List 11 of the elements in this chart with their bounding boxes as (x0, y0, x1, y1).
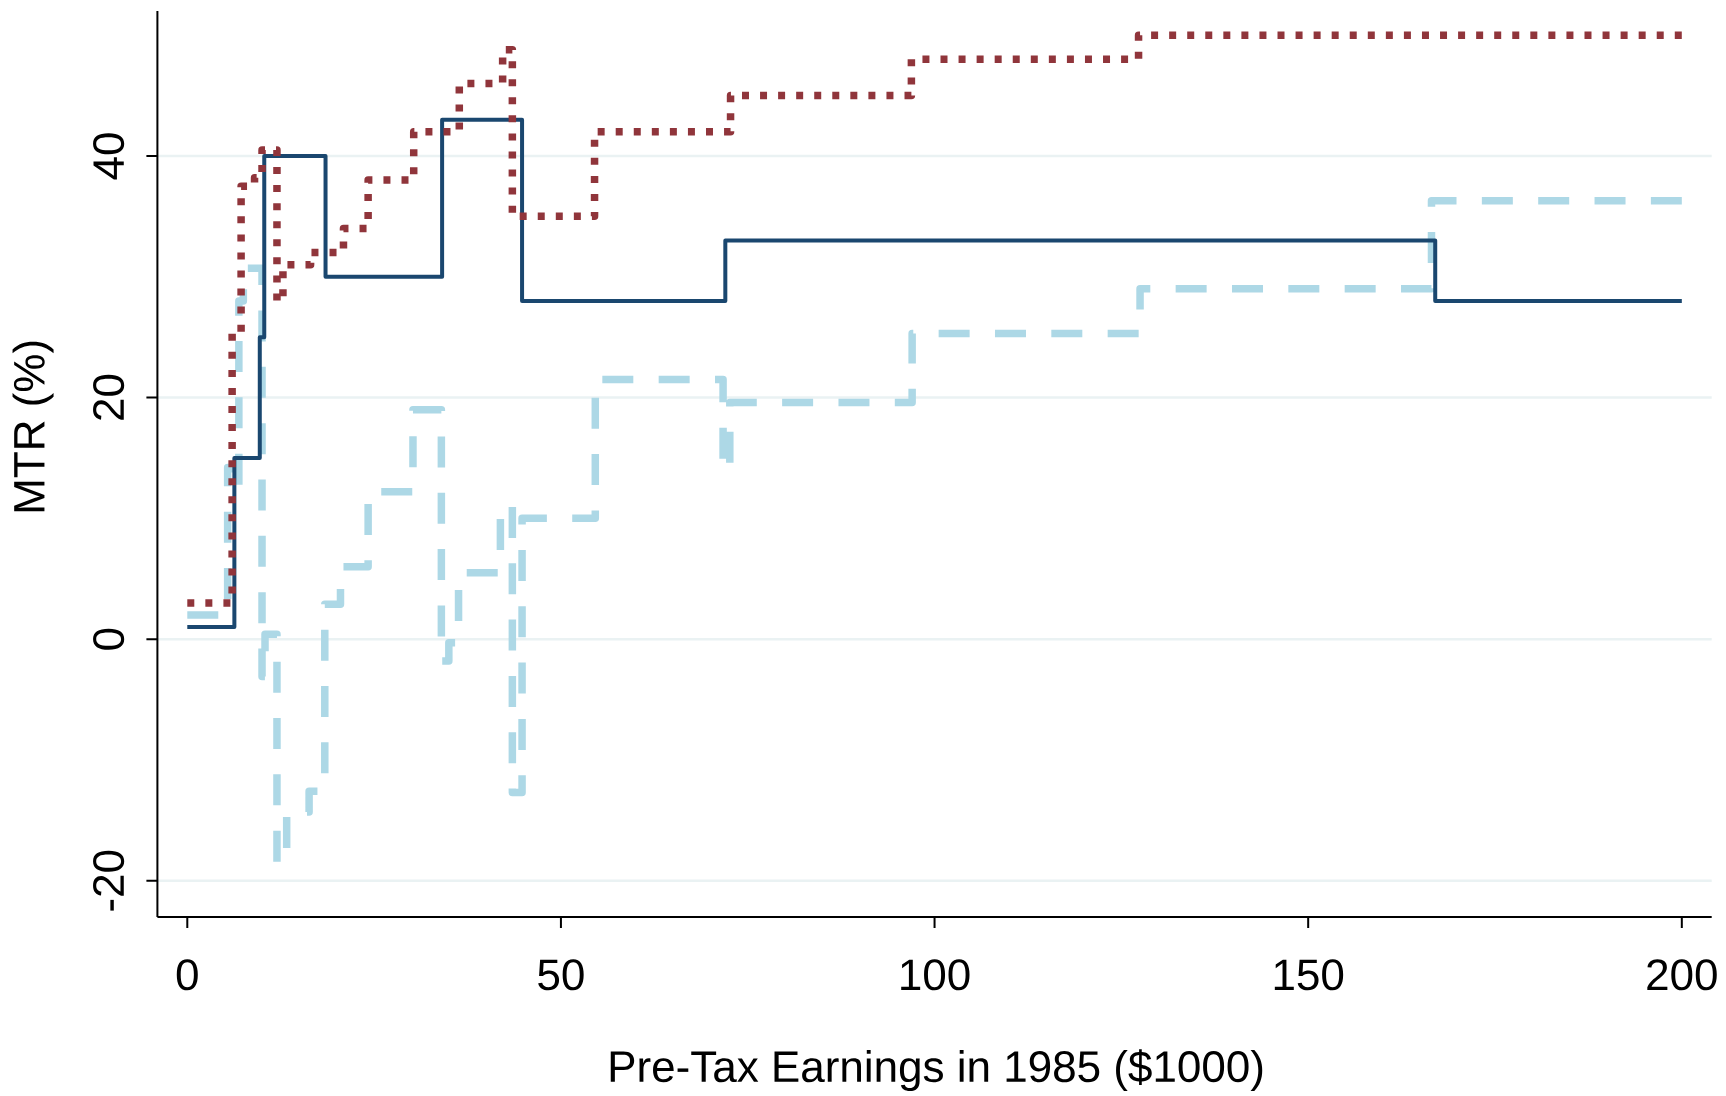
x-tick-label: 200 (1647, 959, 1717, 991)
x-tick-label: 50 (538, 959, 584, 991)
x-axis-title: Pre-Tax Earnings in 1985 ($1000) (610, 1049, 1263, 1091)
y-tick-label: 0 (93, 628, 125, 650)
y-tick-label: 40 (93, 133, 125, 180)
y-axis-title: MTR (%) (12, 341, 54, 512)
x-tick-label: 0 (176, 959, 198, 991)
x-tick-label: 100 (901, 959, 970, 991)
y-tick-label: -20 (93, 850, 125, 911)
x-tick-label: 150 (1274, 959, 1344, 991)
y-tick-label: 20 (93, 374, 125, 420)
